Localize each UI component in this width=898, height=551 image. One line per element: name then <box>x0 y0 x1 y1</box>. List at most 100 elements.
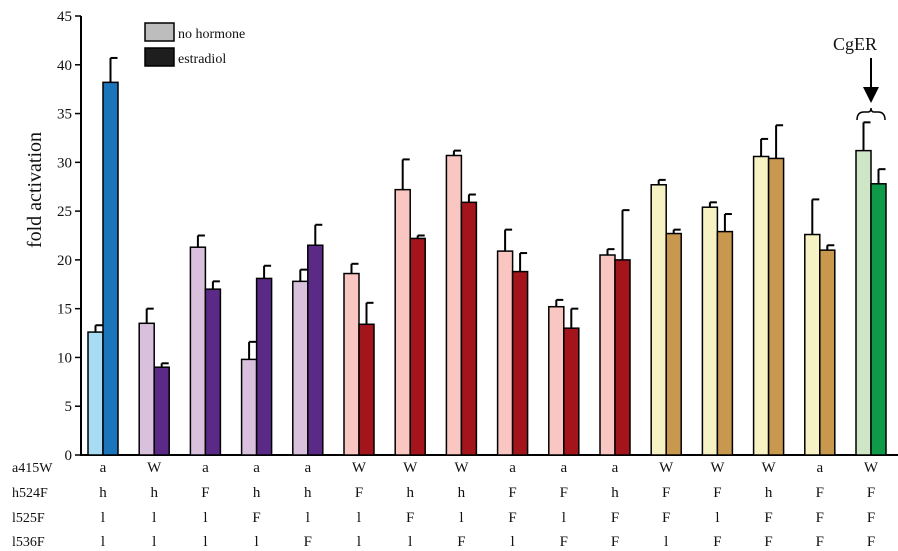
mutation-code: F <box>764 534 772 550</box>
mutation-code: F <box>662 510 670 526</box>
bar-estradiol <box>358 323 375 456</box>
mutation-code: a <box>560 460 567 476</box>
mutation-code: F <box>867 534 875 550</box>
y-ticks: 0 5 10 15 20 25 30 35 40 45 <box>57 9 81 464</box>
mutation-code: l <box>357 534 361 550</box>
row-label: l536F <box>12 535 45 550</box>
bar-no-hormone <box>599 254 616 456</box>
mutation-code: F <box>355 485 363 501</box>
bar-no-hormone <box>650 184 667 456</box>
mutation-code: F <box>560 485 568 501</box>
mutation-code: F <box>816 534 824 550</box>
y-tick-label: 25 <box>57 204 72 220</box>
mutation-code: h <box>406 485 414 501</box>
legend-label: no hormone <box>178 27 245 42</box>
mutation-code: h <box>458 485 466 501</box>
mutation-code: W <box>659 460 674 476</box>
mutation-code: l <box>562 510 566 526</box>
bar-estradiol <box>563 327 580 456</box>
mutation-code: l <box>511 534 515 550</box>
bar-estradiol <box>511 270 529 456</box>
bar-estradiol <box>153 366 170 456</box>
mutation-code: F <box>611 510 619 526</box>
row-label: l525F <box>12 511 45 526</box>
mutation-code: h <box>304 485 312 501</box>
legend-swatch <box>144 47 175 67</box>
y-tick-label: 30 <box>57 155 72 171</box>
mutation-code: l <box>357 510 361 526</box>
row-label: a415W <box>12 461 53 476</box>
mutation-code: F <box>816 485 824 501</box>
bar-estradiol <box>204 288 222 456</box>
mutation-code: F <box>611 534 619 550</box>
bar-estradiol <box>665 232 682 456</box>
mutation-code: a <box>509 460 516 476</box>
bar-no-hormone <box>701 206 719 456</box>
mutation-code: a <box>253 460 260 476</box>
bar-no-hormone <box>138 322 155 456</box>
mutation-table: a415Wh524Fl525Fl536FahllWhllaFllahFlahlF… <box>12 460 879 550</box>
mutation-code: F <box>867 485 875 501</box>
mutation-code: W <box>352 460 367 476</box>
mutation-code: l <box>715 510 719 526</box>
y-tick-label: 10 <box>57 350 72 366</box>
y-axis-title: fold activation <box>24 132 46 248</box>
y-tick-label: 35 <box>57 107 72 123</box>
bar-no-hormone <box>189 246 207 456</box>
mutation-code: F <box>508 510 516 526</box>
bar-no-hormone <box>496 250 514 456</box>
bar-estradiol <box>767 157 785 456</box>
mutation-code: F <box>406 510 414 526</box>
mutation-code: F <box>304 534 312 550</box>
mutation-code: W <box>762 460 777 476</box>
bar-no-hormone <box>292 280 309 456</box>
bar-estradiol <box>102 81 119 456</box>
mutation-code: a <box>612 460 619 476</box>
mutation-code: h <box>611 485 619 501</box>
mutation-code: W <box>454 460 469 476</box>
mutation-code: F <box>560 534 568 550</box>
annotation-brace <box>856 107 886 121</box>
mutation-code: l <box>255 534 259 550</box>
y-tick-label: 45 <box>57 9 72 25</box>
mutation-code: a <box>816 460 823 476</box>
mutation-code: F <box>252 510 260 526</box>
y-tick-label: 15 <box>57 302 72 318</box>
mutation-code: l <box>203 510 207 526</box>
mutation-code: l <box>101 510 105 526</box>
row-label: h524F <box>12 486 48 501</box>
bar-no-hormone <box>87 331 104 456</box>
bar-estradiol <box>460 201 478 456</box>
bar-no-hormone <box>804 233 821 456</box>
legend-label: estradiol <box>178 52 226 67</box>
bar-no-hormone <box>752 155 770 456</box>
bar-estradiol <box>255 277 273 456</box>
legend: no hormone estradiol <box>144 22 245 67</box>
bar-no-hormone <box>855 149 872 456</box>
bar-no-hormone <box>548 305 565 456</box>
mutation-code: W <box>147 460 162 476</box>
bar-estradiol <box>716 230 734 456</box>
mutation-code: h <box>150 485 158 501</box>
bar-estradiol <box>614 259 631 456</box>
bar-estradiol <box>409 237 426 456</box>
mutation-code: l <box>152 510 156 526</box>
y-tick-label: 20 <box>57 253 72 269</box>
mutation-code: h <box>253 485 261 501</box>
bar-estradiol <box>307 244 324 456</box>
mutation-code: h <box>99 485 107 501</box>
mutation-code: a <box>100 460 107 476</box>
mutation-code: F <box>816 510 824 526</box>
legend-swatch <box>144 22 175 42</box>
mutation-code: W <box>864 460 879 476</box>
mutation-code: F <box>713 534 721 550</box>
y-tick-label: 0 <box>65 448 73 464</box>
mutation-code: l <box>306 510 310 526</box>
bar-no-hormone <box>394 188 411 456</box>
bars <box>87 56 887 456</box>
mutation-code: l <box>408 534 412 550</box>
bar-estradiol <box>819 249 836 456</box>
mutation-code: F <box>201 485 209 501</box>
annotation-arrowhead <box>863 87 879 103</box>
